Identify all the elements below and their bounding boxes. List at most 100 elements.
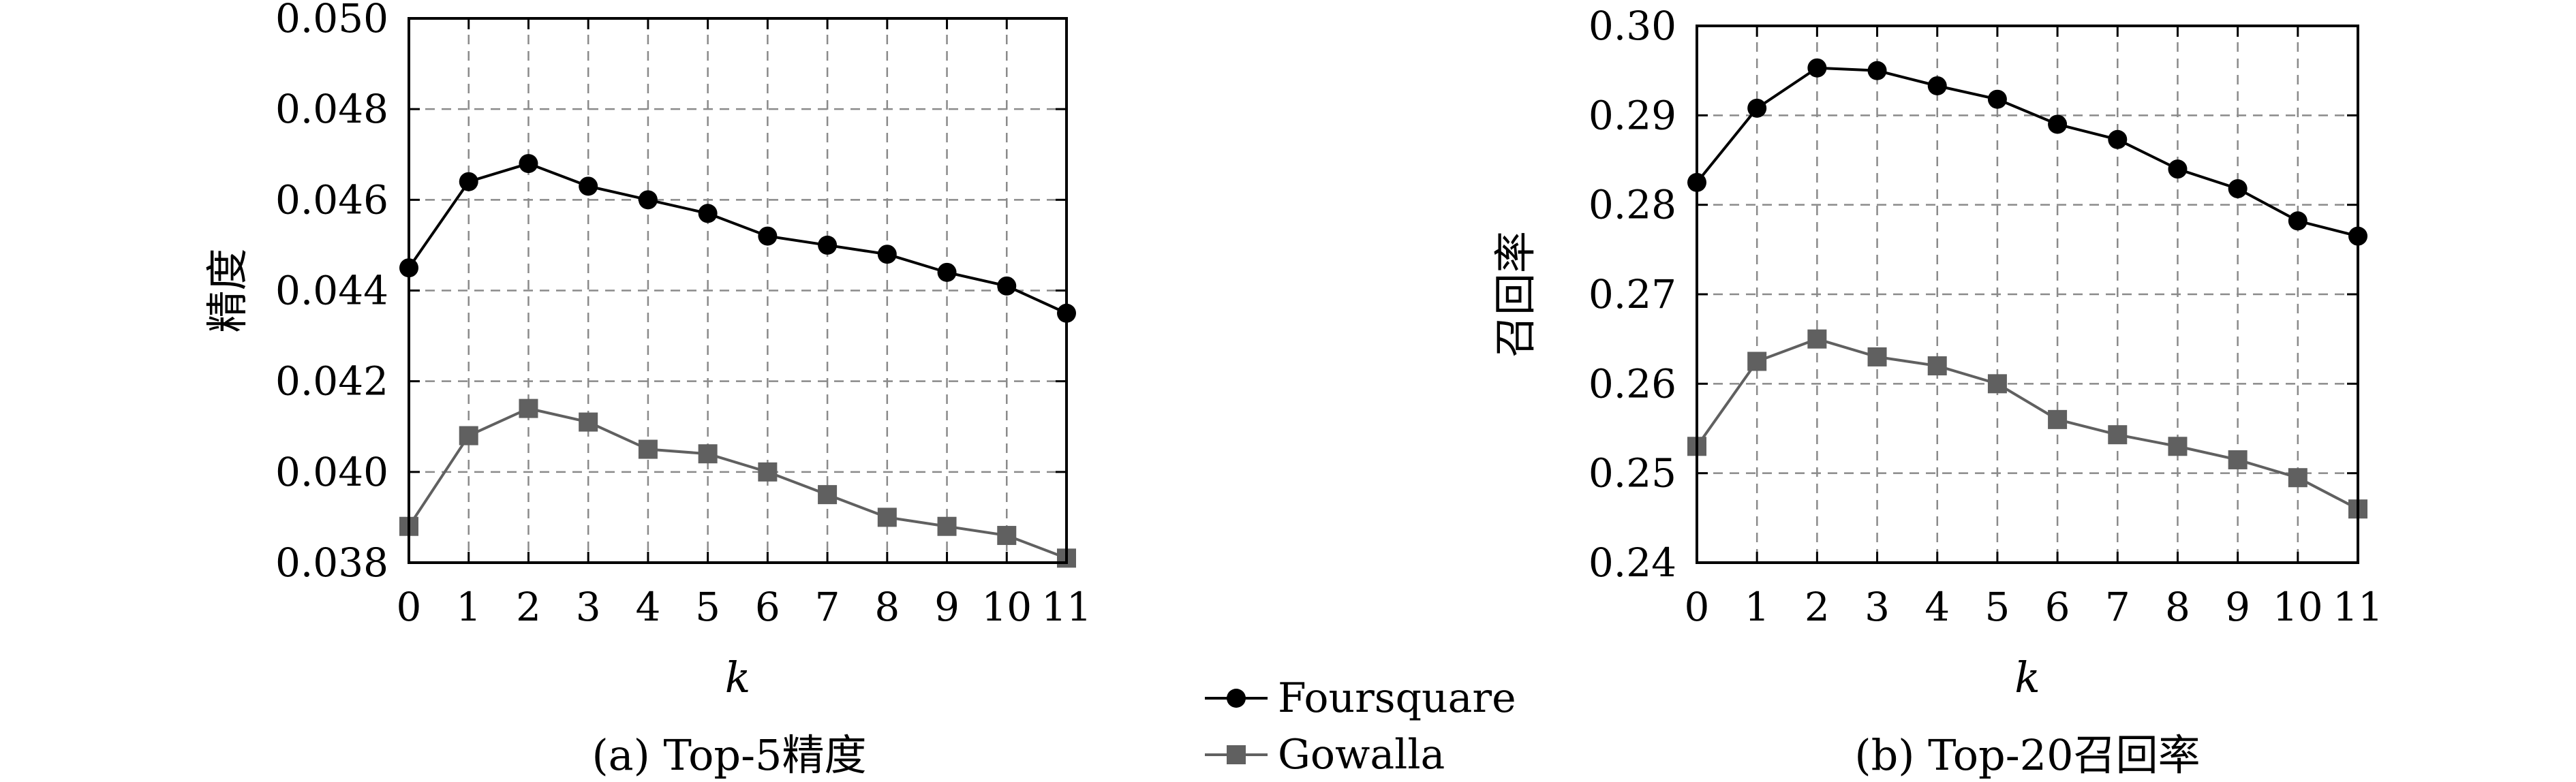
- panel-b-x-axis-label: k: [2014, 653, 2040, 702]
- panel-b-caption: (b) Top-20召回率: [1854, 730, 2200, 780]
- panel-b-point-gowalla: [2228, 450, 2248, 469]
- panel-a-y-tick-label: 0.048: [275, 86, 388, 132]
- panel-a-point-foursquare: [818, 235, 838, 255]
- panel-b-x-tick-label: 11: [2333, 584, 2383, 630]
- panel-a-y-tick-label: 0.046: [275, 176, 388, 223]
- panel-a-point-foursquare: [579, 176, 598, 196]
- panel-b-y-tick-label: 0.28: [1589, 182, 1676, 228]
- panel-b-point-foursquare: [2288, 211, 2307, 231]
- panel-b-y-tick-label: 0.27: [1589, 271, 1676, 317]
- panel-a-y-tick-label: 0.040: [275, 449, 388, 495]
- panel-a-point-gowalla: [638, 439, 658, 459]
- panel-a-point-gowalla: [997, 526, 1017, 546]
- panel-b-point-gowalla: [2288, 468, 2307, 488]
- panel-a-x-tick-label: 1: [456, 584, 481, 630]
- panel-b-x-tick-label: 0: [1685, 584, 1710, 630]
- legend-item-foursquare: Foursquare: [1205, 674, 1516, 722]
- panel-a-x-tick-label: 9: [934, 584, 960, 630]
- panel-b-point-foursquare: [2228, 179, 2248, 199]
- panel-a-y-tick-label: 0.044: [275, 268, 388, 314]
- panel-a-x-tick-label: 2: [516, 584, 541, 630]
- panel-a-point-foursquare: [638, 190, 658, 210]
- panel-a-y-tick-label: 0.042: [275, 358, 388, 405]
- panel-a-point-gowalla: [818, 485, 838, 505]
- panel-b-point-foursquare: [1807, 58, 1827, 78]
- panel-b-series-line-foursquare: [1696, 66, 2359, 238]
- panel-b-x-tick-label: 1: [1745, 584, 1770, 630]
- panel-b-x-tick-label: 4: [1925, 584, 1950, 630]
- panel-b-point-foursquare: [1867, 61, 1887, 80]
- panel-b-point-gowalla: [2048, 409, 2068, 429]
- panel-b-x-tick-label: 7: [2105, 584, 2130, 630]
- panel-b-point-foursquare: [1987, 89, 2007, 109]
- panel-a-point-foursquare: [459, 172, 478, 191]
- panel-a-point-foursquare: [997, 276, 1017, 296]
- panel-a-y-axis-label: 精度: [202, 248, 252, 332]
- panel-b-x-tick-label: 9: [2225, 584, 2250, 630]
- panel-b-point-foursquare: [2108, 129, 2128, 149]
- panel-b-x-ticks: 0 1 2 3 4 5 6 7 8 9 10 11: [1685, 26, 2383, 630]
- panel-a-point-gowalla: [579, 412, 598, 432]
- panel-a: 0 1 2 3 4 5 6 7 8 9 10 11 0.038 0.040 0.042 0.044 0.046…: [202, 0, 1092, 780]
- panel-a-point-gowalla: [937, 516, 957, 536]
- panel-b-y-tick-label: 0.30: [1589, 3, 1676, 49]
- panel-a-point-gowalla: [459, 426, 478, 445]
- panel-b-point-gowalla: [2168, 437, 2188, 456]
- panel-b-point-foursquare: [2168, 159, 2188, 179]
- panel-b-y-axis-label: 召回率: [1490, 231, 1540, 358]
- panel-a-point-foursquare: [937, 262, 957, 282]
- panel-b-series: [1687, 58, 2367, 519]
- legend-marker-square: [1227, 745, 1246, 764]
- panel-b: 0 1 2 3 4 5 6 7 8 9 10 11 0.240.250.260.270.280.290…: [1490, 3, 2383, 780]
- legend-marker-circle: [1227, 689, 1246, 708]
- panel-a-x-axis-label: k: [725, 653, 751, 702]
- panel-a-grid: [409, 18, 1067, 563]
- panel-b-point-gowalla: [1987, 374, 2007, 394]
- panel-a-x-ticks: 0 1 2 3 4 5 6 7 8 9 10 11: [397, 18, 1092, 630]
- panel-a-x-tick-label: 0: [397, 584, 422, 630]
- panel-a-point-foursquare: [758, 226, 778, 246]
- panel-b-point-gowalla: [1747, 351, 1767, 371]
- panel-b-y-tick-label: 0.29: [1589, 92, 1676, 138]
- legend-label-foursquare: Foursquare: [1278, 674, 1516, 722]
- panel-a-x-tick-label: 11: [1041, 584, 1092, 630]
- panel-a-series-line-gowalla: [408, 407, 1067, 560]
- panel-a-series-line-foursquare: [408, 161, 1067, 315]
- panel-a-point-gowalla: [698, 444, 718, 464]
- panel-b-series-line-gowalla: [1696, 337, 2359, 510]
- legend: Foursquare Gowalla: [1205, 674, 1516, 779]
- panel-b-y-ticks: 0.24 0.25 0.26 0.27 0.28 0.29 0.30: [1589, 3, 2358, 586]
- panel-b-x-tick-label: 6: [2045, 584, 2070, 630]
- panel-a-caption: (a) Top-5精度: [592, 730, 866, 780]
- panel-b-y-tick-label: 0.24: [1589, 539, 1676, 586]
- legend-item-gowalla: Gowalla: [1205, 731, 1445, 779]
- panel-b-x-tick-label: 10: [2273, 584, 2323, 630]
- panel-a-point-foursquare: [877, 245, 897, 264]
- panel-a-point-gowalla: [758, 462, 778, 482]
- panel-a-x-tick-label: 8: [874, 584, 900, 630]
- panel-a-point-gowalla: [877, 507, 897, 527]
- panel-b-x-tick-label: 3: [1865, 584, 1890, 630]
- panel-a-point-gowalla: [519, 398, 538, 418]
- panel-a-y-tick-label: 0.038: [275, 539, 388, 586]
- panel-b-grid: [1697, 26, 2358, 563]
- panel-b-point-foursquare: [2048, 114, 2068, 134]
- panel-b-point-foursquare: [1927, 76, 1947, 95]
- panel-b-x-tick-label: 8: [2165, 584, 2190, 630]
- panel-b-x-tick-label: 2: [1805, 584, 1830, 630]
- panel-a-x-tick-label: 7: [815, 584, 840, 630]
- panel-a-point-foursquare: [519, 154, 538, 174]
- legend-label-gowalla: Gowalla: [1278, 731, 1445, 779]
- panel-a-x-tick-label: 5: [695, 584, 720, 630]
- panel-a-x-tick-label: 6: [755, 584, 780, 630]
- panel-b-y-tick-label: 0.25: [1589, 450, 1676, 497]
- panel-b-point-foursquare: [1747, 98, 1767, 118]
- panel-b-point-gowalla: [2108, 425, 2128, 445]
- panel-b-x-tick-label: 5: [1984, 584, 2010, 630]
- panel-a-y-ticks: 0.038 0.040 0.042 0.044 0.046 0.048 0.050: [275, 0, 1067, 586]
- panel-a-series: [399, 154, 1076, 568]
- panel-a-y-tick-label: 0.050: [275, 0, 388, 42]
- panel-a-x-tick-label: 10: [981, 584, 1032, 630]
- panel-a-x-tick-label: 4: [635, 584, 660, 630]
